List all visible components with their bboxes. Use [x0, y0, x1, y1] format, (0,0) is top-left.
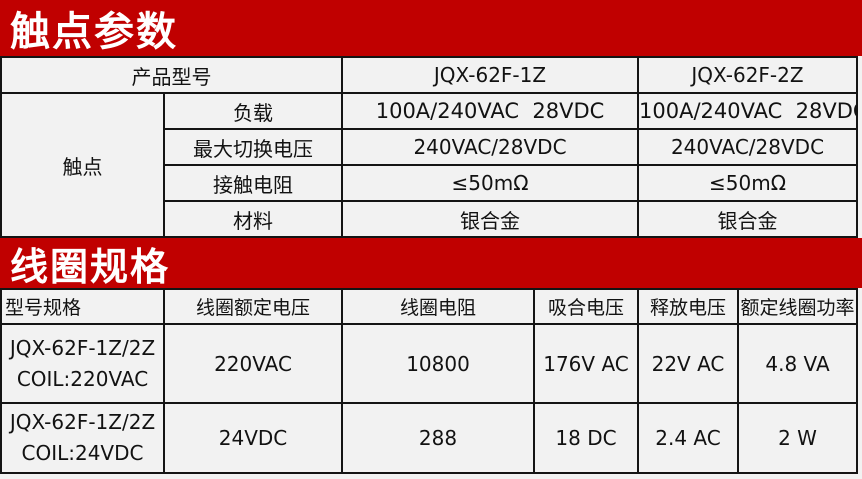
coil-spec-banner: 线圈规格 [0, 238, 862, 289]
load-value-1z-cell: 100A/240VAC 28VDC [341, 92, 639, 130]
header-model-spec-cell: 型号规格 [0, 288, 165, 325]
header-rated-voltage-cell: 线圈额定电压 [163, 288, 343, 325]
contact-params-title: 触点参数 [10, 9, 178, 55]
model-2z-cell: JQX-62F-2Z [637, 56, 858, 94]
material-2z-cell: 银合金 [637, 200, 858, 238]
contact-resistance-1z-cell: ≤50mΩ [341, 164, 639, 202]
model-1z-cell: JQX-62F-1Z [341, 56, 639, 94]
model-line1: JQX-62F-1Z/2Z [9, 335, 156, 360]
resistance-24vdc-cell: 288 [341, 402, 535, 474]
header-release-voltage-cell: 释放电压 [637, 288, 739, 325]
model-line1: JQX-62F-1Z/2Z [9, 410, 156, 434]
table-row: 产品型号 JQX-62F-1Z JQX-62F-2Z [0, 56, 858, 94]
material-1z-cell: 银合金 [341, 200, 639, 238]
resistance-220vac-cell: 10800 [341, 323, 535, 404]
table-row: 触点 负载 100A/240VAC 28VDC 100A/240VAC 28VD… [0, 92, 858, 238]
contact-resistance-2z-cell: ≤50mΩ [637, 164, 858, 202]
material-label-cell: 材料 [163, 200, 343, 238]
header-rated-power-cell: 额定线圈功率 [737, 288, 858, 325]
max-switch-voltage-1z-cell: 240VAC/28VDC [341, 128, 639, 166]
release-24vdc-cell: 2.4 AC [637, 402, 739, 474]
table-row: 材料 银合金 银合金 [1, 200, 858, 238]
contact-params-table: 产品型号 JQX-62F-1Z JQX-62F-2Z 触点 负载 100A/24… [0, 56, 858, 238]
pickup-24vdc-cell: 18 DC [533, 402, 639, 474]
max-switch-voltage-2z-cell: 240VAC/28VDC [637, 128, 858, 166]
release-220vac-cell: 22V AC [637, 323, 739, 404]
table-row: 接触电阻 ≤50mΩ ≤50mΩ [1, 164, 858, 202]
coil-row-24vdc: JQX-62F-1Z/2Z COIL:24VDC 24VDC 288 18 DC… [0, 402, 858, 474]
model-line2: COIL:24VDC [21, 441, 144, 465]
contact-group-cell: 触点 [0, 92, 165, 238]
contact-resistance-label-cell: 接触电阻 [163, 164, 343, 202]
product-model-label-cell: 产品型号 [0, 56, 343, 94]
header-pickup-voltage-cell: 吸合电压 [533, 288, 639, 325]
power-220vac-cell: 4.8 VA [737, 323, 858, 404]
coil-row-220vac: JQX-62F-1Z/2Z COIL:220VAC 220VAC 10800 1… [0, 323, 858, 404]
contact-params-banner: 触点参数 [0, 0, 862, 56]
header-coil-resistance-cell: 线圈电阻 [341, 288, 535, 325]
model-line2: COIL:220VAC [16, 366, 149, 391]
max-switch-voltage-label-cell: 最大切换电压 [163, 128, 343, 166]
load-value-2z-cell: 100A/240VAC 28VDC [637, 92, 858, 130]
model-24vdc-cell: JQX-62F-1Z/2Z COIL:24VDC [0, 402, 165, 474]
coil-spec-table: 型号规格 线圈额定电压 线圈电阻 吸合电压 释放电压 额定线圈功率 JQX-62… [0, 288, 858, 474]
rated-voltage-220vac-cell: 220VAC [163, 323, 343, 404]
coil-header-row: 型号规格 线圈额定电压 线圈电阻 吸合电压 释放电压 额定线圈功率 [0, 288, 858, 325]
rated-voltage-24vdc-cell: 24VDC [163, 402, 343, 474]
power-24vdc-cell: 2 W [737, 402, 858, 474]
table-row: 最大切换电压 240VAC/28VDC 240VAC/28VDC [1, 128, 858, 166]
model-220vac-cell: JQX-62F-1Z/2Z COIL:220VAC [0, 323, 165, 404]
pickup-220vac-cell: 176V AC [533, 323, 639, 404]
load-label-cell: 负载 [163, 92, 343, 130]
coil-spec-title: 线圈规格 [10, 244, 171, 289]
